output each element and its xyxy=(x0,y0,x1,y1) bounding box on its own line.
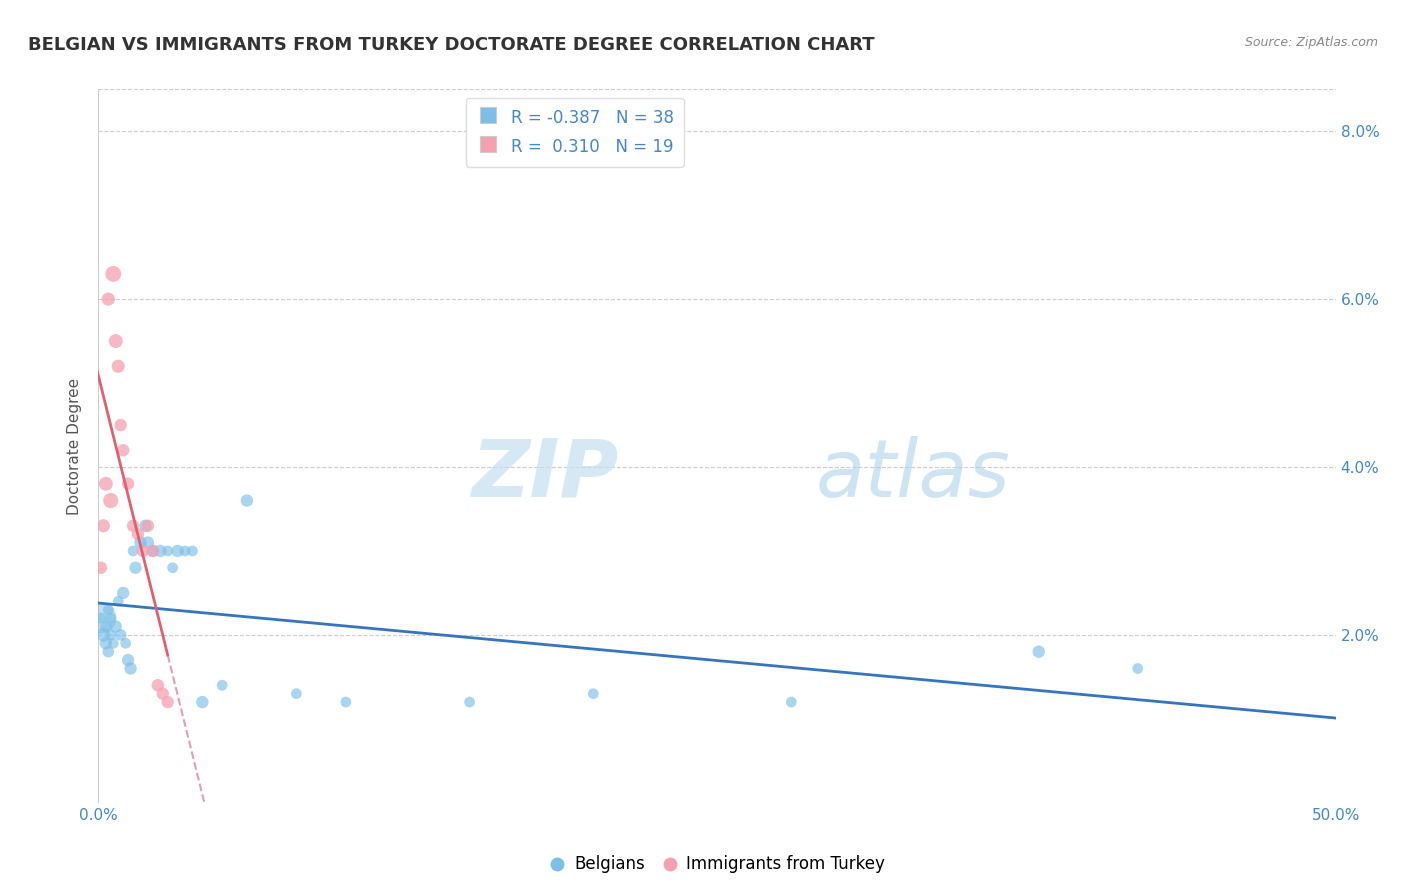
Point xyxy=(582,687,605,701)
Point xyxy=(1126,661,1149,675)
Point xyxy=(335,695,357,709)
Point xyxy=(107,359,129,374)
Point xyxy=(94,619,117,633)
Point xyxy=(100,628,122,642)
Y-axis label: Doctorate Degree: Doctorate Degree xyxy=(67,377,83,515)
Text: ZIP: ZIP xyxy=(471,435,619,514)
Point xyxy=(122,544,145,558)
Text: BELGIAN VS IMMIGRANTS FROM TURKEY DOCTORATE DEGREE CORRELATION CHART: BELGIAN VS IMMIGRANTS FROM TURKEY DOCTOR… xyxy=(28,36,875,54)
Point xyxy=(110,628,132,642)
Point xyxy=(90,611,112,625)
Point xyxy=(156,544,179,558)
Point xyxy=(458,695,481,709)
Point xyxy=(181,544,204,558)
Point xyxy=(124,560,146,574)
Point xyxy=(162,560,184,574)
Text: Source: ZipAtlas.com: Source: ZipAtlas.com xyxy=(1244,36,1378,49)
Point xyxy=(112,586,135,600)
Point xyxy=(117,653,139,667)
Text: atlas: atlas xyxy=(815,435,1011,514)
Point xyxy=(90,611,112,625)
Point xyxy=(90,560,112,574)
Point xyxy=(132,544,155,558)
Point xyxy=(129,535,152,549)
Point xyxy=(156,695,179,709)
Point xyxy=(97,292,120,306)
Point xyxy=(191,695,214,709)
Point xyxy=(174,544,197,558)
Point xyxy=(780,695,803,709)
Point xyxy=(94,636,117,650)
Point xyxy=(114,636,136,650)
Point xyxy=(112,443,135,458)
Point xyxy=(97,603,120,617)
Point xyxy=(142,544,165,558)
Point xyxy=(107,594,129,608)
Point xyxy=(97,645,120,659)
Point xyxy=(136,518,159,533)
Point xyxy=(100,611,122,625)
Point xyxy=(94,476,117,491)
Point xyxy=(100,493,122,508)
Point xyxy=(122,518,145,533)
Point xyxy=(142,544,165,558)
Point xyxy=(117,476,139,491)
Point xyxy=(104,619,127,633)
Point xyxy=(104,334,127,348)
Point xyxy=(103,267,125,281)
Point xyxy=(166,544,188,558)
Point xyxy=(152,687,174,701)
Point xyxy=(93,518,115,533)
Point xyxy=(136,535,159,549)
Point xyxy=(149,544,172,558)
Point xyxy=(285,687,308,701)
Point xyxy=(211,678,233,692)
Point xyxy=(93,628,115,642)
Point xyxy=(236,493,259,508)
Point xyxy=(134,518,156,533)
Point xyxy=(127,527,149,541)
Point xyxy=(1028,645,1050,659)
Legend: Belgians, Immigrants from Turkey: Belgians, Immigrants from Turkey xyxy=(543,849,891,880)
Point xyxy=(146,678,169,692)
Point xyxy=(120,661,142,675)
Point xyxy=(103,636,125,650)
Point xyxy=(110,417,132,432)
